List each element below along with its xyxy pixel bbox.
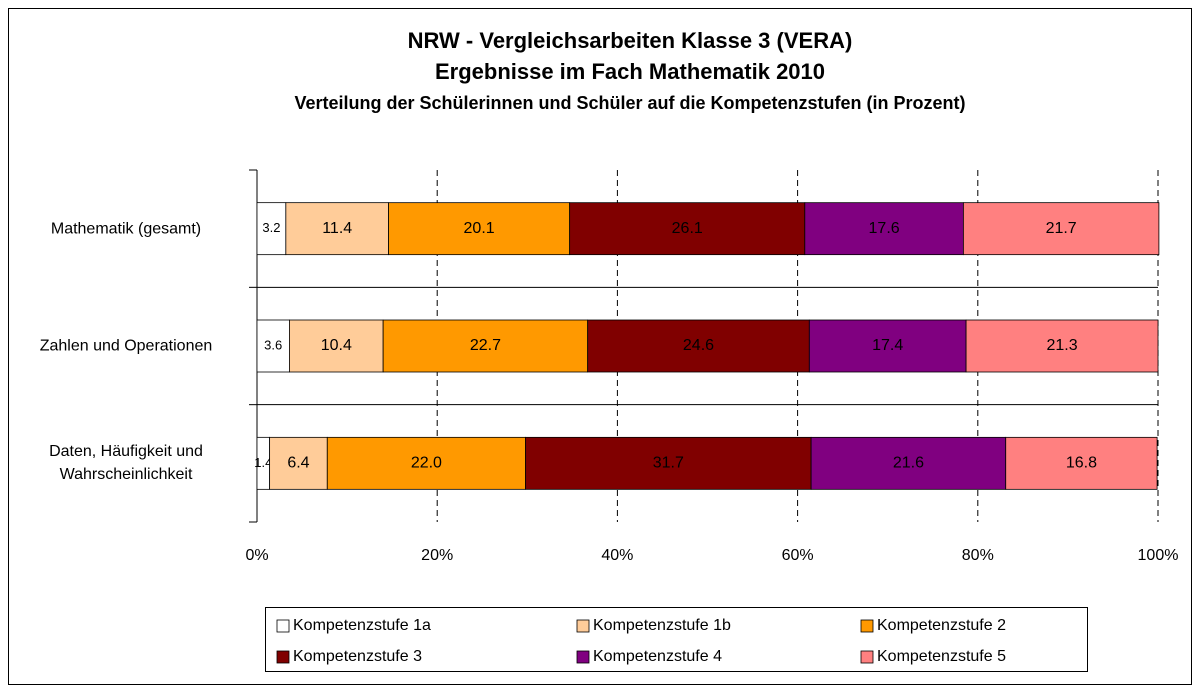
- bar-segment: [965, 319, 1159, 373]
- x-tick-label: 80%: [962, 547, 994, 564]
- bar-segment: [810, 436, 1007, 490]
- chart-title: NRW - Vergleichsarbeiten Klasse 3 (VERA): [408, 28, 853, 53]
- legend-swatch: [276, 650, 290, 664]
- bar-segment: [962, 202, 1160, 256]
- y-tick-label: Zahlen und Operationen: [39, 337, 213, 355]
- data-label: 20.1: [464, 220, 495, 237]
- bar-segment: [256, 319, 290, 373]
- bar-segment: [285, 202, 389, 256]
- data-label: 21.7: [1046, 220, 1077, 237]
- bar-segment: [269, 436, 328, 490]
- data-label: 16.8: [1066, 455, 1097, 472]
- bar-segment: [808, 319, 967, 373]
- legend-label: Kompetenzstufe 4: [593, 648, 722, 665]
- data-label: 22.7: [470, 337, 501, 354]
- legend-swatch: [576, 650, 590, 664]
- bar-segment: [804, 202, 964, 256]
- legend-box: [265, 607, 1088, 672]
- x-tick-label: 100%: [1138, 547, 1179, 564]
- y-tick-label: Mathematik (gesamt): [50, 220, 202, 238]
- x-tick-label: 20%: [421, 547, 453, 564]
- bar-segment: [1005, 436, 1158, 490]
- data-label: 22.0: [411, 455, 442, 472]
- legend-label: Kompetenzstufe 1a: [293, 617, 431, 634]
- legend-label: Kompetenzstufe 1b: [593, 617, 731, 634]
- x-tick-label: 40%: [601, 547, 633, 564]
- data-label: 17.4: [872, 337, 903, 354]
- x-tick-label: 0%: [245, 547, 268, 564]
- data-label: 11.4: [322, 220, 352, 237]
- data-label: 26.1: [672, 220, 703, 237]
- bar-segment: [587, 319, 810, 373]
- bar-segment: [289, 319, 384, 373]
- data-label: 31.7: [653, 455, 684, 472]
- data-label: 1.4: [254, 455, 272, 470]
- bar-segment: [388, 202, 571, 256]
- data-label: 3.6: [264, 337, 282, 352]
- data-label: 10.4: [321, 337, 352, 354]
- data-label: 3.2: [262, 220, 280, 235]
- legend-swatch: [860, 650, 874, 664]
- chart-subtitle: Verteilung der Schülerinnen und Schüler …: [294, 93, 965, 113]
- bar-segment: [326, 436, 526, 490]
- bar-segment: [382, 319, 589, 373]
- data-label: 6.4: [287, 455, 309, 472]
- legend-label: Kompetenzstufe 5: [877, 648, 1006, 665]
- legend-label: Kompetenzstufe 2: [877, 617, 1006, 634]
- bar-segment: [525, 436, 812, 490]
- data-label: 17.6: [869, 220, 900, 237]
- legend-label: Kompetenzstufe 3: [293, 648, 422, 665]
- x-tick-label: 60%: [782, 547, 814, 564]
- bar-segment: [569, 202, 806, 256]
- data-label: 24.6: [683, 337, 714, 354]
- bar-segment: [256, 202, 287, 256]
- legend-swatch: [860, 619, 874, 633]
- chart-subtitle: Ergebnisse im Fach Mathematik 2010: [435, 59, 825, 84]
- legend-swatch: [276, 619, 290, 633]
- data-label: 21.6: [893, 455, 924, 472]
- y-tick-label: Daten, Häufigkeit und Wahrscheinlichkeit: [49, 443, 203, 484]
- data-label: 21.3: [1046, 337, 1077, 354]
- legend-swatch: [576, 619, 590, 633]
